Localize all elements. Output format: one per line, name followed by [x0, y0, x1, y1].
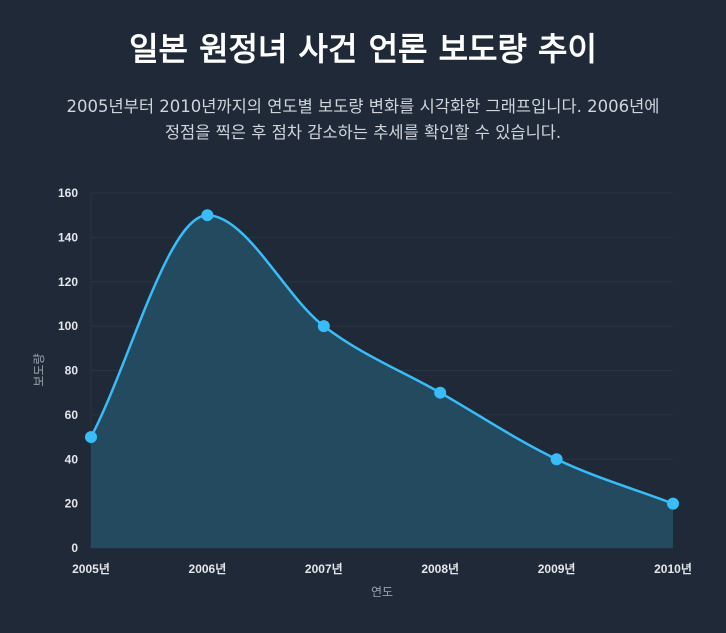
data-point[interactable] [434, 386, 447, 399]
x-tick-label: 2007년 [305, 562, 343, 576]
data-point[interactable] [667, 497, 679, 510]
x-axis-label: 연도 [371, 585, 393, 599]
y-tick-label: 120 [58, 275, 78, 289]
y-tick-label: 20 [65, 497, 79, 511]
y-tick-label: 0 [71, 541, 78, 555]
x-tick-label: 2006년 [189, 562, 227, 576]
x-tick-labels: 2005년 2006년 2007년 2008년 2009년 2010년 [72, 562, 692, 576]
subtitle: 2005년부터 2010년까지의 연도별 보도량 변화를 시각화한 그래프입니다… [20, 94, 706, 146]
x-tick-label: 2010년 [654, 562, 692, 576]
page-title: 일본 원정녀 사건 언론 보도량 추이 [129, 30, 597, 68]
x-tick-label: 2008년 [421, 562, 459, 576]
y-tick-label: 100 [58, 319, 78, 333]
x-tick-label: 2009년 [538, 562, 576, 576]
data-point[interactable] [201, 209, 214, 222]
y-tick-labels: 0 20 40 60 80 100 120 140 160 [58, 186, 78, 555]
data-point[interactable] [550, 453, 563, 466]
x-tick-label: 2005년 [72, 562, 110, 576]
y-tick-label: 140 [58, 230, 78, 244]
y-tick-label: 80 [65, 364, 79, 378]
data-points [85, 209, 679, 510]
subtitle-line-1: 2005년부터 2010년까지의 연도별 보도량 변화를 시각화한 그래프입니다… [66, 97, 660, 116]
subtitle-line-2: 정점을 찍은 후 점차 감소하는 추세를 확인할 수 있습니다. [164, 123, 562, 142]
y-axis-label: 보도량 [32, 353, 46, 386]
y-tick-label: 160 [58, 186, 78, 200]
data-point[interactable] [85, 431, 97, 444]
area-fill [91, 215, 673, 548]
y-tick-label: 40 [65, 452, 79, 466]
data-point[interactable] [317, 320, 330, 333]
y-tick-label: 60 [65, 408, 79, 422]
